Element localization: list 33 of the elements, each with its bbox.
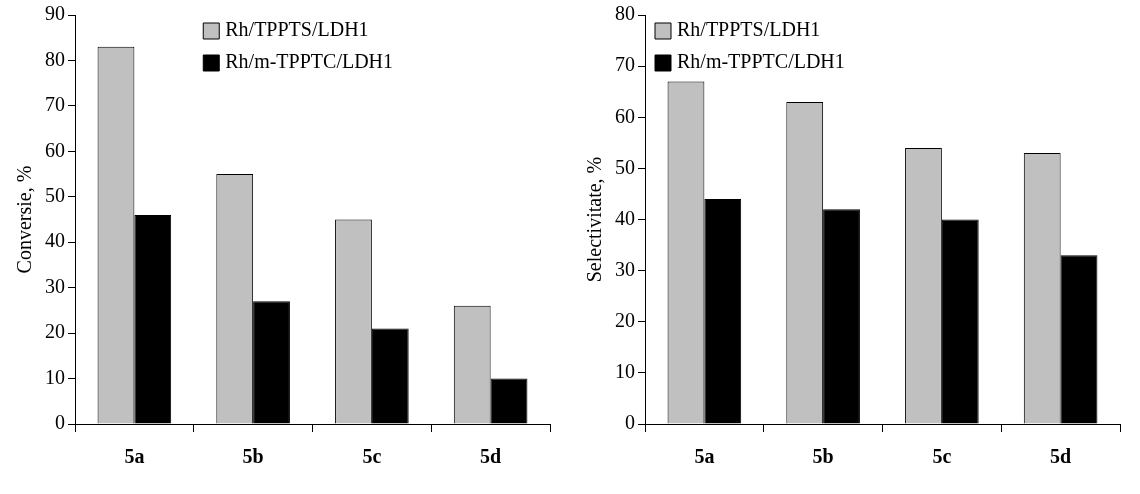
y-tick-label: 20 [615, 309, 635, 331]
y-tick-label: 50 [615, 155, 635, 178]
y-tick-label: 40 [615, 206, 635, 229]
legend-label: Rh/m-TPPTC/LDH1 [677, 50, 845, 73]
legend-label: Rh/m-TPPTC/LDH1 [225, 50, 394, 73]
y-tick-label: 60 [615, 104, 635, 127]
y-tick-label: 90 [45, 2, 65, 25]
x-tick-label: 5c [362, 445, 382, 468]
y-tick-label: 0 [55, 411, 65, 434]
y-tick-label: 30 [615, 257, 635, 280]
y-tick-label: 30 [45, 274, 65, 297]
x-tick-label: 5a [124, 445, 145, 468]
y-tick-label: 10 [615, 360, 635, 383]
y-axis-title: Conversie, % [13, 165, 36, 274]
y-tick-label: 10 [45, 365, 65, 388]
y-tick-label: 60 [45, 138, 65, 161]
x-tick-label: 5d [1050, 445, 1072, 468]
y-tick-label: 80 [45, 47, 65, 70]
legend-label: Rh/TPPTS/LDH1 [225, 18, 369, 41]
y-tick-label: 40 [45, 229, 65, 252]
y-tick-label: 70 [45, 93, 65, 116]
x-tick-label: 5a [694, 445, 715, 468]
y-axis-title: Selectivitate, % [583, 156, 606, 283]
legend-label: Rh/TPPTS/LDH1 [677, 18, 821, 41]
x-tick-label: 5c [932, 445, 952, 468]
y-tick-label: 80 [615, 2, 635, 25]
y-tick-label: 50 [45, 184, 65, 207]
y-tick-label: 70 [615, 53, 635, 76]
x-tick-label: 5d [480, 445, 502, 468]
y-tick-label: 20 [45, 320, 65, 343]
x-tick-label: 5b [812, 445, 834, 468]
x-tick-label: 5b [242, 445, 264, 468]
y-tick-label: 0 [625, 411, 635, 434]
